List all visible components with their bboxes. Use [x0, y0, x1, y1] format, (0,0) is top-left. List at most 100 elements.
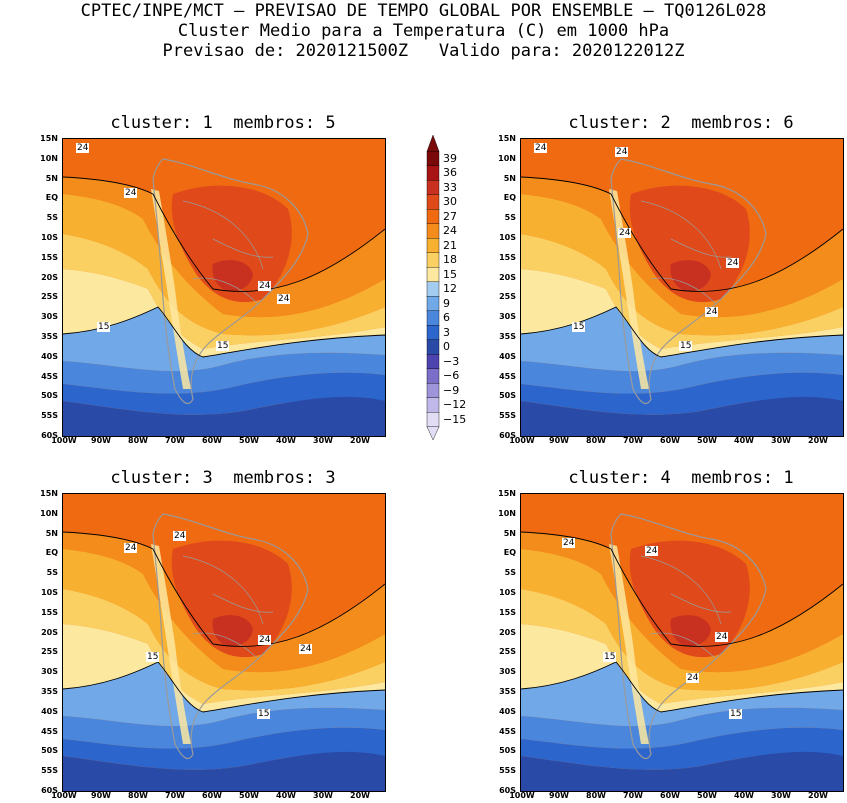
temperature-band-6-9: [521, 707, 843, 749]
contour-24: [63, 531, 385, 647]
contour-label-24: 24: [534, 143, 548, 153]
country-borders: [640, 200, 732, 305]
temperature-band-6-9: [63, 352, 385, 394]
latitude-tick-label: 15N: [40, 489, 58, 498]
latitude-tick-label: 40S: [499, 706, 516, 716]
temperature-band-0-3: [63, 395, 385, 436]
latitude-tick-label: 5N: [503, 528, 516, 538]
contour-label-24: 24: [645, 546, 659, 556]
figure-title-line-3: Previsao de: 2020121500Z Valido para: 20…: [162, 41, 685, 61]
longitude-tick-label: 80W: [128, 791, 148, 800]
longitude-tick-label: 100W: [51, 436, 77, 445]
latitude-tick-label: 20S: [499, 627, 516, 637]
longitude-tick-label: 50W: [697, 436, 717, 445]
longitude-tick-label: 100W: [51, 791, 77, 800]
longitude-tick-label: 60W: [202, 791, 222, 800]
latitude-tick-label: 35S: [499, 687, 516, 696]
longitude-tick-label: 80W: [586, 791, 606, 800]
latitude-tick-label: 15S: [499, 607, 516, 617]
temperature-band-15-18: [63, 269, 385, 357]
temperature-band-24-27: [63, 532, 385, 673]
latitude-tick-label: EQ: [45, 548, 58, 558]
colorbar-label: 18: [443, 253, 457, 266]
colorbar-label: 24: [443, 224, 457, 237]
latitude-tick-label: 15N: [40, 134, 58, 143]
latitude-tick-label: 10S: [41, 233, 58, 242]
temperature-band-0-3: [521, 395, 843, 436]
latitude-tick-label: 25S: [41, 292, 58, 302]
contour-label-24: 24: [124, 188, 138, 198]
figure-title-line-1: CPTEC/INPE/MCT — PREVISAO DE TEMPO GLOBA…: [80, 1, 767, 21]
colorbar-swatch: [426, 223, 440, 239]
colorbar-swatch: [426, 209, 440, 225]
contour-label-24: 24: [615, 147, 629, 157]
latitude-tick-label: 35S: [41, 332, 58, 341]
latitude-tick-label: 5S: [504, 213, 516, 223]
contour-label-24: 24: [277, 294, 291, 304]
temperature-band-3-6: [521, 727, 843, 770]
longitude-tick-label: 80W: [586, 436, 606, 445]
latitude-tick-label: 45S: [499, 371, 516, 381]
contour-label-15: 15: [603, 652, 617, 662]
colorbar: [426, 134, 440, 441]
map-panel-cluster-1: [62, 138, 386, 437]
latitude-tick-label: EQ: [503, 193, 516, 203]
latitude-tick-label: 10S: [41, 588, 58, 597]
temperature-band-24-27: [521, 532, 843, 673]
longitude-tick-label: 90W: [549, 791, 569, 800]
colorbar-label: 6: [443, 311, 450, 324]
latitude-tick-label: 25S: [499, 647, 516, 657]
country-borders: [182, 200, 274, 305]
longitude-tick-label: 50W: [239, 436, 259, 445]
colorbar-label: 27: [443, 209, 457, 223]
longitude-tick-label: 20W: [350, 791, 370, 800]
colorbar-swatch: [426, 296, 440, 312]
latitude-tick-label: 60S: [499, 431, 516, 440]
longitude-tick-label: 70W: [623, 791, 643, 800]
latitude-tick-label: 30S: [499, 312, 516, 322]
latitude-tick-label: 55S: [41, 411, 58, 421]
contour-label-15: 15: [97, 322, 111, 332]
contour-label-15: 15: [572, 322, 586, 332]
colorbar-label: −6: [443, 369, 460, 382]
temperature-band-24-27: [63, 177, 385, 318]
colorbar-swatch: [426, 397, 440, 413]
latitude-tick-label: 15N: [498, 134, 516, 143]
latitude-tick-label: 20S: [499, 272, 516, 282]
contour-label-24: 24: [124, 543, 138, 553]
contour-label-24: 24: [76, 143, 90, 153]
contour-15: [63, 661, 385, 713]
coastline: [610, 513, 767, 759]
temperature-band-30-33: [171, 185, 292, 303]
temperature-band-18-21: [521, 589, 843, 704]
panel-title-cluster-4: cluster: 4 membros: 1: [568, 468, 794, 488]
colorbar-label: 9: [443, 296, 450, 310]
andes-cool-strip: [151, 189, 191, 389]
contour-label-24: 24: [562, 538, 576, 548]
temperature-band-30-33: [629, 185, 750, 303]
temperature-band-18-21: [521, 234, 843, 349]
latitude-tick-label: 10S: [499, 588, 516, 597]
latitude-tick-label: 60S: [41, 431, 58, 440]
temperature-map-1: [63, 139, 385, 436]
latitude-tick-label: 15S: [41, 252, 58, 262]
colorbar-label: 33: [443, 180, 457, 194]
country-borders: [182, 555, 274, 660]
latitude-tick-label: 5S: [504, 568, 516, 578]
colorbar-label: 0: [443, 340, 450, 353]
andes-cool-strip: [609, 189, 649, 389]
colorbar-label: 21: [443, 238, 457, 252]
latitude-tick-label: 35S: [41, 687, 58, 696]
latitude-tick-label: 25S: [499, 292, 516, 302]
colorbar-swatch: [426, 354, 440, 370]
panel-title-cluster-3: cluster: 3 membros: 3: [110, 468, 336, 488]
longitude-tick-label: 40W: [734, 436, 754, 445]
colorbar-label: −15: [443, 412, 467, 426]
latitude-tick-label: 50S: [499, 391, 516, 401]
colorbar-swatch: [426, 165, 440, 181]
latitude-tick-label: 50S: [499, 746, 516, 756]
temperature-band-9-15: [521, 307, 843, 372]
colorbar-label: 39: [443, 151, 457, 165]
temperature-band-33-36: [212, 260, 253, 291]
map-panel-cluster-2: [520, 138, 844, 437]
